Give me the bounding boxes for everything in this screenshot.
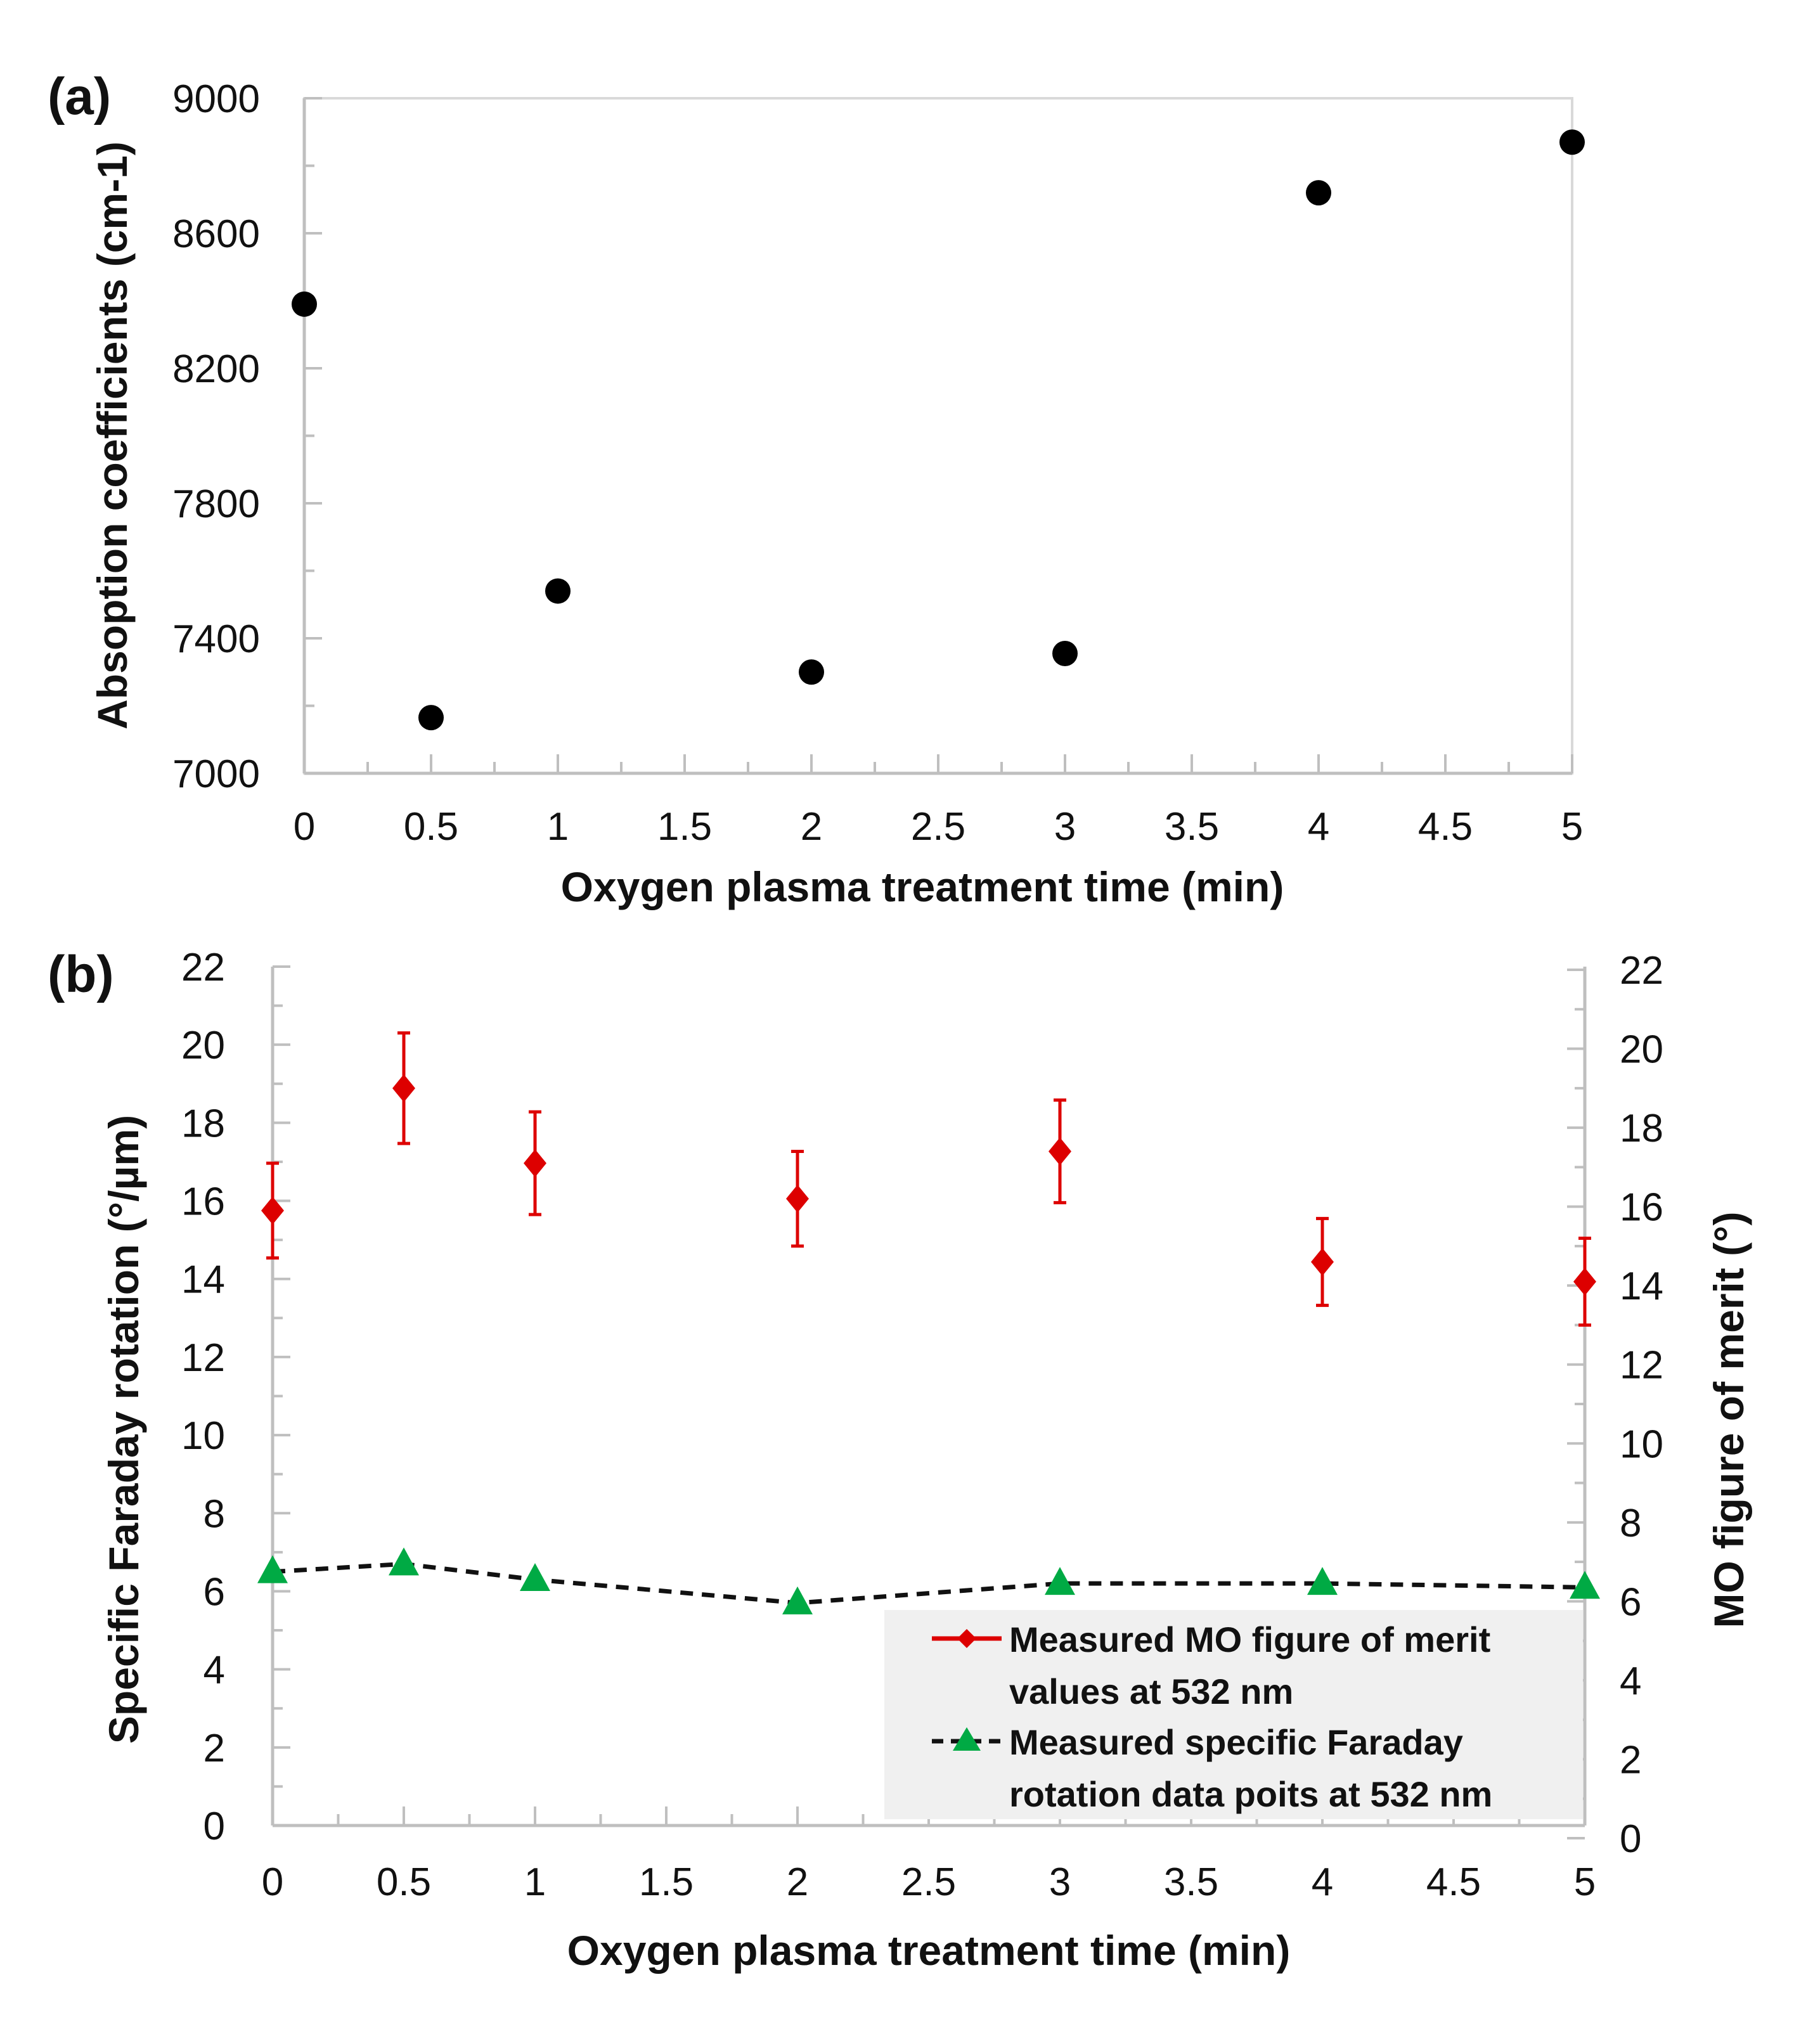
panel-a-y-tick-label: 7400 — [172, 617, 260, 661]
panel-b-left-y-tick-label: 10 — [181, 1414, 225, 1458]
panel-b-right-y-tick-label: 14 — [1620, 1265, 1663, 1308]
panel-b-x-tick-label: 4 — [1312, 1860, 1333, 1904]
panel-a: (a) 0 0.5 1 1.5 2 2.5 3 3.5 4 4.5 5 7000 7400 7800 82… — [48, 68, 1585, 910]
panel-a-x-tick-label: 5 — [1561, 805, 1583, 849]
panel-b-x-tick-label: 2.5 — [901, 1860, 956, 1904]
panel-b-right-y-ticks: 0 2 4 6 8 10 12 14 16 18 20 22 — [1567, 949, 1663, 1861]
panel-a-y-tick-label: 9000 — [172, 77, 260, 121]
panel-b-faraday-triangle-point — [1570, 1571, 1600, 1599]
panel-a-y-ticks: 7000 7400 7800 8200 8600 9000 — [172, 77, 322, 796]
panel-b-right-y-axis-title: MO figure of merit (°) — [1705, 1211, 1752, 1628]
panel-b-left-y-tick-label: 22 — [181, 946, 225, 989]
panel-a-x-tick-label: 0.5 — [404, 805, 458, 849]
panel-b-faraday-triangle-point — [520, 1562, 550, 1591]
panel-a-x-tick-label: 4 — [1308, 805, 1329, 849]
panel-a-y-tick-label: 8600 — [172, 212, 260, 256]
panel-b-left-y-tick-label: 16 — [181, 1180, 225, 1224]
panel-a-data-point — [1052, 640, 1078, 666]
panel-a-x-tick-label: 3.5 — [1165, 805, 1219, 849]
panel-b-x-tick-label: 3 — [1049, 1860, 1071, 1904]
panel-b-x-tick-label: 3.5 — [1164, 1860, 1218, 1904]
legend-merit-label-line2: values at 532 nm — [1009, 1671, 1293, 1711]
panel-b-x-tick-label: 0.5 — [377, 1860, 431, 1904]
panel-a-x-tick-label: 1.5 — [657, 805, 712, 849]
panel-b-right-y-tick-label: 12 — [1620, 1344, 1663, 1388]
panel-b-x-tick-label: 1 — [524, 1860, 546, 1904]
panel-a-points — [292, 129, 1585, 731]
panel-b-x-tick-label: 4.5 — [1426, 1860, 1481, 1904]
panel-b-right-y-tick-label: 10 — [1620, 1422, 1663, 1466]
panel-a-data-point — [418, 705, 444, 731]
panel-a-data-point — [545, 578, 571, 604]
panel-b-right-y-tick-label: 16 — [1620, 1186, 1663, 1230]
panel-b-x-tick-label: 2 — [787, 1860, 808, 1904]
panel-a-data-point — [1306, 180, 1331, 206]
legend-box — [884, 1610, 1583, 1819]
legend-faraday-label-line2: rotation data poits at 532 nm — [1009, 1774, 1492, 1814]
panel-b-merit-diamond-point — [392, 1074, 415, 1102]
panel-a-x-tick-label: 0 — [294, 805, 315, 849]
panel-b-merit-diamond-point — [1573, 1267, 1596, 1296]
legend-faraday-triangle-marker — [953, 1727, 981, 1751]
panel-b-right-y-tick-label: 2 — [1620, 1738, 1641, 1782]
panel-b: (b) 0 0.5 1 1.5 2 2.5 3 3.5 4 4.5 5 0 2 4 6 8 10 12 14 16 1… — [48, 946, 1752, 1974]
panel-b-x-tick-label: 0 — [262, 1860, 283, 1904]
panel-a-x-tick-label: 4.5 — [1418, 805, 1473, 849]
panel-b-right-y-tick-label: 18 — [1620, 1107, 1663, 1150]
panel-b-right-y-tick-label: 4 — [1620, 1659, 1641, 1703]
panel-b-label: (b) — [48, 946, 114, 1003]
panel-a-y-axis-title: Absoption coefficients (cm-1) — [89, 141, 136, 730]
legend-faraday-label-line1: Measured specific Faraday — [1009, 1722, 1463, 1762]
legend: Measured MO figure of merit values at 53… — [884, 1610, 1583, 1819]
panel-b-right-y-tick-label: 20 — [1620, 1028, 1663, 1072]
panel-a-x-tick-label: 3 — [1054, 805, 1076, 849]
panel-b-left-y-axis-title: Specific Faraday rotation (°/µm) — [100, 1115, 147, 1744]
panel-a-data-point — [799, 659, 824, 685]
panel-a-x-axis-title: Oxygen plasma treatment time (min) — [561, 863, 1284, 910]
panel-b-left-y-tick-label: 14 — [181, 1258, 225, 1302]
panel-a-y-tick-label: 7800 — [172, 482, 260, 526]
panel-b-right-y-tick-label: 22 — [1620, 949, 1663, 993]
panel-b-merit-diamond-point — [524, 1149, 546, 1178]
panel-a-label: (a) — [48, 68, 111, 126]
panel-b-right-y-tick-label: 8 — [1620, 1502, 1641, 1545]
panel-b-right-y-tick-label: 6 — [1620, 1580, 1641, 1624]
panel-b-faraday-triangle-point — [1307, 1567, 1338, 1595]
panel-a-x-tick-label: 2.5 — [911, 805, 965, 849]
panel-b-left-y-tick-label: 6 — [203, 1570, 225, 1614]
panel-b-x-tick-label: 1.5 — [639, 1860, 694, 1904]
panel-a-x-tick-label: 2 — [801, 805, 822, 849]
legend-merit-label-line1: Measured MO figure of merit — [1009, 1620, 1490, 1659]
panel-b-x-axis-title: Oxygen plasma treatment time (min) — [567, 1927, 1291, 1974]
panel-b-merit-series — [261, 1031, 1596, 1327]
panel-b-merit-diamond-point — [786, 1185, 809, 1213]
panel-b-faraday-series — [257, 1547, 1600, 1614]
panel-b-merit-diamond-point — [1049, 1137, 1071, 1166]
panel-b-x-tick-label: 5 — [1574, 1860, 1596, 1904]
panel-b-left-y-tick-label: 2 — [203, 1727, 225, 1770]
panel-a-x-tick-label: 1 — [547, 805, 569, 849]
panel-b-faraday-triangle-point — [389, 1547, 419, 1576]
panel-b-faraday-triangle-point — [1045, 1567, 1075, 1595]
panel-b-left-y-tick-label: 12 — [181, 1336, 225, 1380]
panel-b-merit-diamond-point — [1311, 1247, 1334, 1276]
panel-b-x-ticks: 0 0.5 1 1.5 2 2.5 3 3.5 4 4.5 5 — [262, 1806, 1596, 1904]
panel-a-y-tick-label: 8200 — [172, 347, 260, 391]
panel-a-x-ticks: 0 0.5 1 1.5 2 2.5 3 3.5 4 4.5 5 — [294, 754, 1583, 849]
panel-b-left-y-ticks: 0 2 4 6 8 10 12 14 16 18 20 22 — [181, 946, 290, 1848]
panel-b-left-y-tick-label: 20 — [181, 1024, 225, 1067]
panel-a-data-point — [1559, 129, 1585, 155]
panel-a-data-point — [292, 291, 317, 317]
panel-b-right-y-tick-label: 0 — [1620, 1817, 1641, 1861]
panel-b-left-y-tick-label: 4 — [203, 1649, 225, 1692]
panel-a-y-tick-label: 7000 — [172, 752, 260, 796]
panel-b-faraday-triangle-point — [257, 1555, 288, 1583]
panel-b-faraday-triangle-point — [782, 1586, 813, 1614]
legend-merit-diamond-marker — [957, 1629, 976, 1648]
panel-b-merit-diamond-point — [261, 1196, 284, 1225]
panel-b-left-y-tick-label: 8 — [203, 1492, 225, 1536]
panel-b-left-y-tick-label: 18 — [181, 1102, 225, 1145]
panel-b-left-y-tick-label: 0 — [203, 1805, 225, 1848]
